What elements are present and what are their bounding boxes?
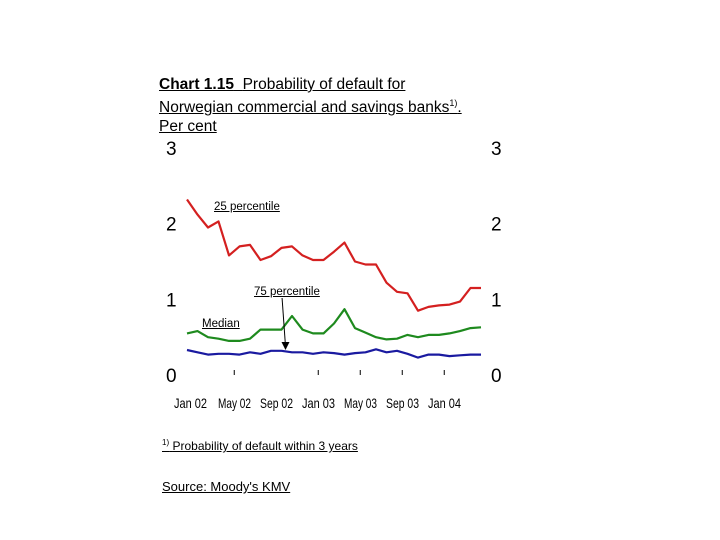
- y-tick-label-left: 0: [166, 366, 177, 387]
- series-line-25-percentile: [186, 198, 481, 312]
- series-line-75-percentile: [186, 348, 481, 359]
- x-tick-label: Sep 03: [386, 395, 419, 411]
- label-25-percentile: 25 percentile: [214, 201, 280, 213]
- title-footnote-marker: 1): [449, 98, 458, 108]
- annotation-arrowhead: [281, 342, 290, 351]
- x-tick-label: Sep 02: [260, 395, 293, 411]
- chart-title: Chart 1.15 Probability of default for No…: [159, 76, 462, 136]
- footnote-marker: 1): [162, 438, 170, 447]
- source-note: Source: Moody's KMV: [162, 479, 291, 494]
- y-tick-label-right: 1: [491, 290, 502, 311]
- y-tick-label-right: 2: [491, 215, 502, 236]
- label-median: Median: [202, 318, 240, 330]
- chart-title-text: Probability of default for Norwegian com…: [159, 76, 450, 117]
- y-tick-label-left: 3: [166, 139, 177, 160]
- label-75-percentile: 75 percentile: [254, 286, 320, 298]
- footnote: 1) Probability of default within 3 years: [162, 438, 358, 453]
- y-tick-label-left: 1: [166, 290, 177, 311]
- y-tick-label-left: 2: [166, 215, 177, 236]
- x-tick-label: Jan 02: [174, 395, 207, 411]
- x-tick-label: May 02: [218, 395, 251, 411]
- x-tick-label: May 03: [344, 395, 377, 411]
- chart-number: Chart 1.15: [159, 76, 234, 93]
- x-tick-label: Jan 03: [302, 395, 335, 411]
- series-line-median: [186, 308, 482, 342]
- y-tick-label-right: 0: [491, 366, 502, 387]
- annotation-arrow-line: [281, 296, 286, 347]
- x-tick-label: Jan 04: [428, 395, 461, 411]
- footnote-text: Probability of default within 3 years: [172, 439, 358, 453]
- chart-unit: Per cent: [159, 118, 217, 136]
- y-tick-label-right: 3: [491, 139, 502, 160]
